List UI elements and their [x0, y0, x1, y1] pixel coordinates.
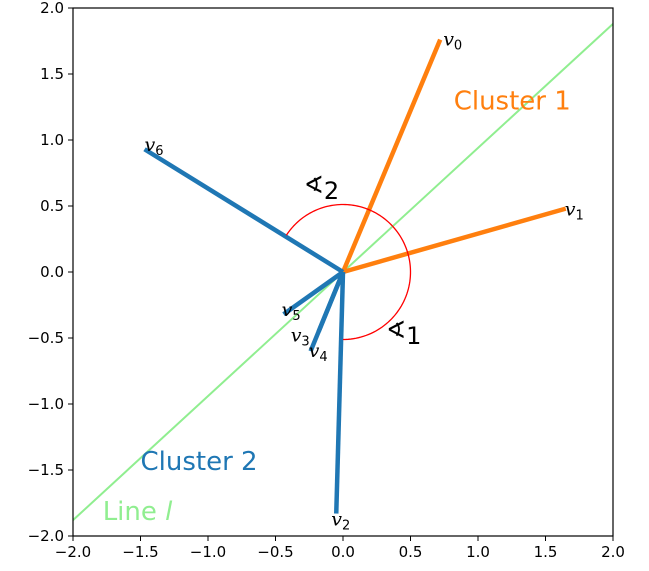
y-tick-label: −1.5: [28, 461, 64, 479]
vector-v5: [282, 270, 345, 317]
vector-v1: [342, 206, 567, 275]
angle-arc-1: [342, 225, 412, 341]
x-tick-label: −0.5: [257, 543, 293, 561]
line-l-label: Line l: [103, 497, 173, 527]
x-tick-label: −1.0: [190, 543, 226, 561]
angle-arc-2: [285, 203, 393, 236]
y-tick-label: −0.5: [28, 329, 64, 347]
vector-v2: [334, 271, 346, 514]
y-tick-label: 2.0: [40, 0, 64, 17]
x-tick-label: 0.5: [399, 543, 423, 561]
x-tick-label: 0.0: [331, 543, 355, 561]
vector-label-v1: v1: [565, 199, 584, 224]
cluster-label-1: Cluster 1: [454, 87, 571, 117]
x-tick-label: −2.0: [55, 543, 91, 561]
x-tick-label: −1.5: [122, 543, 158, 561]
y-tick-label: −1.0: [28, 395, 64, 413]
y-tick-label: −2.0: [28, 527, 64, 545]
vector-v0: [340, 38, 443, 273]
vector-v4: [308, 271, 346, 353]
x-tick-label: 2.0: [601, 543, 625, 561]
angle-label-2: ∢2: [304, 171, 339, 205]
vector-label-v6: v6: [145, 134, 164, 159]
y-tick-label: 0.0: [40, 263, 64, 281]
vector-label-v2: v2: [331, 509, 350, 534]
plot-area: [73, 23, 613, 521]
x-tick-label: 1.0: [466, 543, 490, 561]
y-tick-label: 1.5: [40, 65, 64, 83]
vector-label-v4: v4: [309, 340, 328, 365]
y-tick-label: 1.0: [40, 131, 64, 149]
x-tick-label: 1.5: [534, 543, 558, 561]
cluster-label-2: Cluster 2: [141, 447, 258, 477]
vector-v6: [143, 147, 345, 274]
angle-label-1: ∢1: [386, 316, 421, 350]
axis-ticks: −2.0 −1.5 −1.0 −0.5 0.0 0.5 1.0 1.5 2.0 −2.0 −1.5 −…: [28, 0, 625, 561]
vector-label-v3: v3: [291, 324, 310, 349]
vector-label-v0: v0: [443, 29, 462, 54]
y-tick-label: 0.5: [40, 197, 64, 215]
